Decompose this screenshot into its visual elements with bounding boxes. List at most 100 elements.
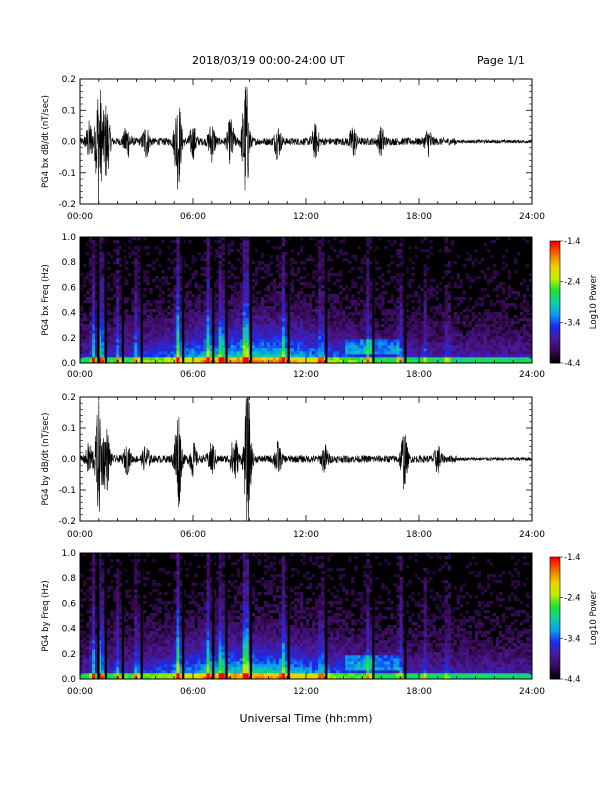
heatmap-cell (92, 333, 96, 337)
heatmap-cell (315, 315, 319, 319)
heatmap-cell (161, 336, 165, 340)
heatmap-cell (227, 318, 231, 322)
heatmap-cell (519, 357, 524, 361)
heatmap-cell (134, 330, 138, 334)
heatmap-cell (125, 318, 129, 322)
heatmap-cell (137, 312, 141, 316)
heatmap-cell (423, 309, 427, 313)
heatmap-cell (113, 360, 117, 364)
heatmap-cell (131, 342, 135, 346)
heatmap-cell (333, 318, 337, 322)
heatmap-cell (408, 330, 412, 334)
heatmap-cell (396, 279, 400, 283)
heatmap-cell (221, 264, 225, 268)
heatmap-cell (92, 628, 96, 632)
heatmap-cell (194, 303, 198, 307)
heatmap-cell (269, 306, 274, 310)
heatmap-cell (83, 583, 87, 587)
heatmap-cell (257, 318, 262, 322)
heatmap-cell (254, 249, 259, 253)
heatmap-cell (342, 288, 346, 292)
heatmap-cell (357, 276, 361, 280)
heatmap-cell (290, 285, 295, 289)
heatmap-cell (318, 360, 322, 364)
heatmap-cell (435, 285, 439, 289)
heatmap-cell (417, 309, 421, 313)
heatmap-cell (92, 673, 96, 677)
heatmap-cell (209, 294, 213, 298)
heatmap-cell (399, 354, 403, 358)
heatmap-cell (363, 321, 367, 325)
heatmap-cell (284, 336, 289, 340)
heatmap-cell (438, 312, 442, 316)
heatmap-cell (260, 309, 265, 313)
heatmap-cell (281, 252, 286, 256)
heatmap-cell (254, 357, 259, 361)
heatmap-cell (429, 252, 433, 256)
heatmap-cell (134, 297, 138, 301)
heatmap-cell (330, 321, 334, 325)
heatmap-cell (161, 348, 165, 352)
heatmap-cell (450, 339, 454, 343)
heatmap-cell (137, 291, 141, 295)
heatmap-cell (357, 348, 361, 352)
heatmap-cell (522, 342, 527, 346)
heatmap-cell (143, 336, 147, 340)
heatmap-cell (522, 336, 527, 340)
colorbar-step (550, 267, 560, 270)
heatmap-cell (95, 354, 99, 358)
heatmap-cell (498, 333, 503, 337)
heatmap-cell (251, 342, 256, 346)
heatmap-cell (272, 324, 277, 328)
heatmap-cell (89, 297, 93, 301)
heatmap-cell (245, 339, 250, 343)
heatmap-cell (275, 351, 280, 355)
heatmap-cell (209, 315, 213, 319)
heatmap-cell (387, 351, 391, 355)
heatmap-cell (242, 255, 247, 259)
heatmap-cell (92, 571, 96, 575)
heatmap-cell (327, 270, 331, 274)
y-tick-label: -0.1 (58, 169, 76, 179)
heatmap-cell (137, 628, 141, 632)
heatmap-cell (167, 282, 171, 286)
heatmap-cell (125, 667, 129, 671)
heatmap-cell (290, 315, 295, 319)
heatmap-cell (107, 261, 111, 265)
heatmap-cell (80, 357, 84, 361)
heatmap-cell (236, 294, 240, 298)
heatmap-cell (170, 330, 174, 334)
heatmap-cell (474, 342, 479, 346)
heatmap-cell (390, 342, 394, 346)
heatmap-cell (275, 330, 280, 334)
heatmap-cell (227, 276, 231, 280)
heatmap-cell (251, 336, 256, 340)
heatmap-cell (474, 354, 479, 358)
heatmap-cell (188, 327, 192, 331)
heatmap-cell (134, 282, 138, 286)
heatmap-cell (125, 631, 129, 635)
heatmap-cell (227, 336, 231, 340)
heatmap-cell (188, 351, 192, 355)
heatmap-cell (119, 333, 123, 337)
heatmap-cell (369, 282, 373, 286)
heatmap-cell (107, 553, 111, 557)
heatmap-cell (128, 616, 132, 620)
heatmap-cell (378, 351, 382, 355)
heatmap-cell (227, 357, 231, 361)
heatmap-cell (423, 315, 427, 319)
heatmap-cell (275, 285, 280, 289)
heatmap-cell (203, 300, 207, 304)
heatmap-cell (348, 327, 352, 331)
heatmap-cell (137, 652, 141, 656)
heatmap-cell (110, 255, 114, 259)
heatmap-cell (179, 255, 183, 259)
heatmap-cell (191, 345, 195, 349)
heatmap-cell (275, 324, 280, 328)
heatmap-cell (489, 336, 494, 340)
heatmap-cell (306, 324, 310, 328)
heatmap-cell (95, 255, 99, 259)
heatmap-cell (299, 315, 304, 319)
heatmap-cell (188, 330, 192, 334)
heatmap-cell (95, 345, 99, 349)
